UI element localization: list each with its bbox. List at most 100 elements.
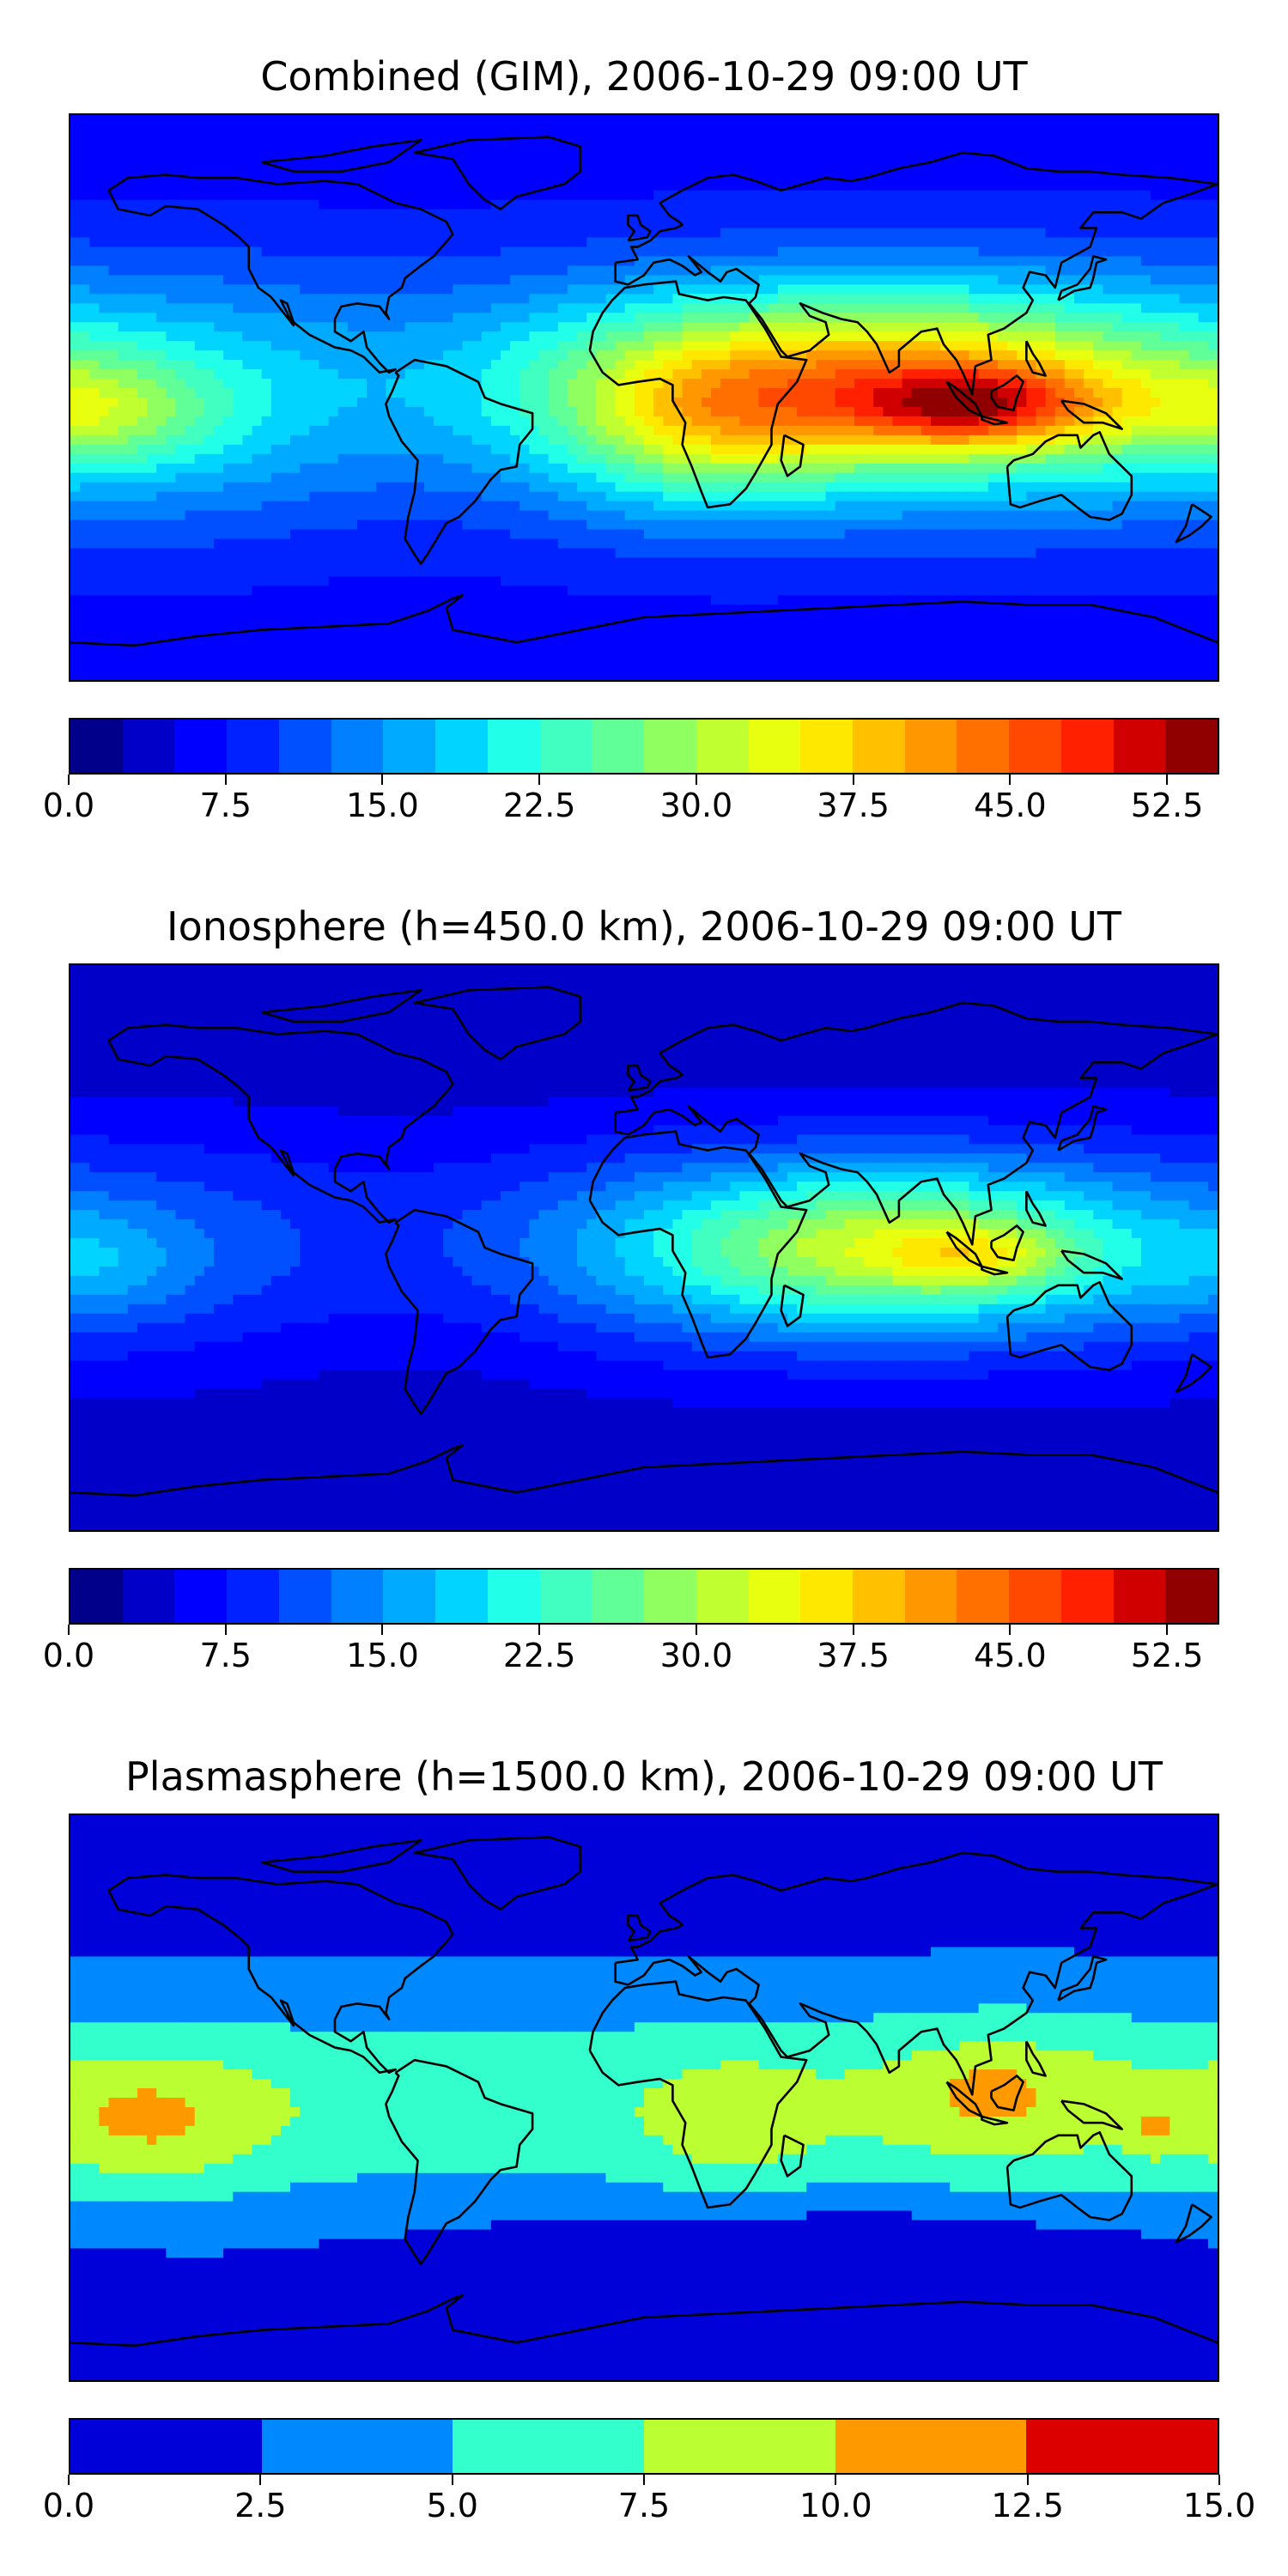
contour-cell: [1036, 322, 1047, 332]
contour-cell: [567, 482, 578, 493]
contour-cell: [806, 228, 817, 239]
contour-cell: [309, 190, 320, 201]
contour-cell: [252, 444, 263, 455]
contour-cell: [873, 388, 884, 398]
contour-cell: [1084, 180, 1094, 191]
contour-cell: [644, 369, 654, 380]
contour-cell: [367, 256, 377, 267]
contour-cell: [185, 482, 196, 493]
contour-cell: [739, 115, 750, 125]
contour-cell: [768, 453, 779, 465]
contour-cell: [404, 482, 416, 493]
contour-cell: [156, 331, 167, 342]
contour-cell: [1074, 115, 1084, 125]
contour-cell: [1064, 416, 1075, 427]
contour-cell: [978, 379, 989, 389]
contour-cell: [204, 463, 215, 474]
contour-cell: [586, 406, 597, 417]
contour-cell: [166, 501, 177, 512]
contour-cell: [280, 237, 291, 248]
contour-cell: [739, 152, 750, 163]
contour-cell: [644, 472, 654, 483]
contour-cell: [185, 398, 196, 408]
contour-cell: [471, 350, 483, 361]
contour-cell: [242, 228, 253, 239]
contour-cell: [1017, 444, 1027, 455]
contour-cell: [701, 218, 712, 229]
contour-cell: [1140, 237, 1151, 248]
contour-cell: [873, 256, 884, 267]
contour-cell: [89, 152, 100, 163]
contour-cell: [710, 434, 721, 446]
contour-cell: [777, 284, 788, 295]
contour-cell: [1179, 482, 1190, 493]
contour-cell: [443, 265, 453, 276]
contour-cell: [252, 265, 263, 276]
contour-cell: [1017, 416, 1027, 427]
contour-cell: [434, 256, 444, 267]
contour-cell: [978, 171, 989, 182]
contour-cell: [797, 491, 807, 502]
contour-cell: [1188, 190, 1200, 201]
contour-cell: [1198, 180, 1209, 191]
contour-cell: [434, 133, 444, 144]
contour-cell: [739, 218, 750, 229]
contour-cell: [261, 171, 272, 182]
contour-cell: [691, 444, 702, 455]
contour-cell: [453, 228, 464, 239]
contour-cell: [434, 303, 444, 313]
contour-cell: [490, 360, 501, 370]
contour-cell: [605, 199, 617, 210]
contour-cell: [1170, 453, 1181, 465]
contour-cell: [1131, 482, 1142, 493]
contour-cell: [481, 341, 492, 351]
contour-cell: [672, 246, 683, 258]
contour-cell: [309, 228, 320, 239]
contour-cell: [270, 313, 282, 323]
contour-cell: [701, 180, 712, 191]
contour-cell: [242, 284, 253, 295]
contour-cell: [987, 256, 999, 267]
contour-cell: [453, 322, 464, 332]
contour-cell: [89, 463, 100, 474]
contour-cell: [854, 265, 865, 276]
contour-cell: [634, 369, 645, 380]
contour-cell: [1054, 322, 1066, 332]
contour-cell: [605, 434, 617, 446]
contour-cell: [691, 501, 702, 512]
contour-cell: [835, 463, 846, 474]
contour-cell: [835, 491, 846, 502]
contour-cell: [920, 256, 932, 267]
contour-cell: [434, 491, 444, 502]
contour-cell: [80, 171, 90, 182]
contour-cell: [414, 303, 425, 313]
contour-cell: [166, 152, 177, 163]
contour-cell: [1036, 171, 1047, 182]
contour-cell: [816, 313, 827, 323]
contour-cell: [758, 501, 769, 512]
contour-cell: [997, 398, 1008, 408]
contour-cell: [1084, 322, 1094, 332]
contour-cell: [997, 209, 1008, 220]
contour-cell: [423, 341, 434, 351]
contour-cell: [978, 369, 989, 380]
contour-cell: [1207, 294, 1218, 304]
contour-cell: [462, 425, 473, 436]
contour-cell: [987, 143, 999, 154]
contour-cell: [453, 237, 464, 248]
contour-cell: [185, 350, 196, 361]
contour-cell: [710, 180, 721, 191]
contour-cell: [127, 472, 138, 483]
contour-cell: [423, 501, 434, 512]
contour-cell: [854, 218, 865, 229]
contour-cell: [510, 444, 520, 455]
contour-cell: [501, 190, 511, 201]
contour-cell: [233, 265, 243, 276]
contour-cell: [663, 482, 673, 493]
contour-cell: [1140, 482, 1151, 493]
contour-cell: [653, 350, 664, 361]
contour-cell: [175, 115, 186, 125]
contour-cell: [1103, 313, 1114, 323]
contour-cell: [548, 482, 559, 493]
contour-cell: [624, 501, 635, 512]
